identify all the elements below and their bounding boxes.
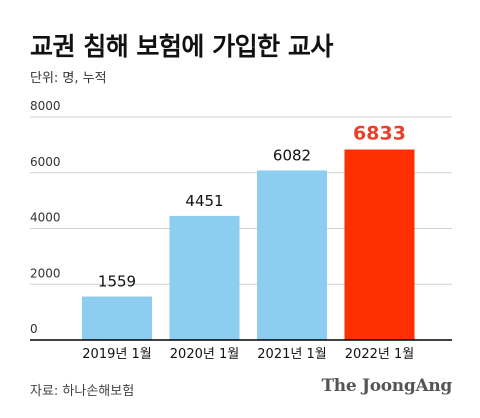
- y-tick-label: 0: [30, 322, 38, 336]
- chart-title: 교권 침해 보험에 가입한 교사: [30, 32, 333, 61]
- bar: [344, 149, 415, 340]
- x-tick-label: 2019년 1월: [82, 347, 151, 362]
- highlight-data-label: 6833: [353, 123, 406, 145]
- y-tick-label: 4000: [30, 211, 61, 225]
- publisher-logo: The JoongAng: [321, 376, 452, 396]
- x-tick-label: 2020년 1월: [170, 347, 239, 362]
- y-tick-label: 2000: [30, 266, 61, 280]
- bar: [257, 170, 327, 340]
- data-label: 1559: [98, 273, 136, 291]
- y-tick-label: 8000: [30, 99, 61, 113]
- bar: [169, 215, 240, 340]
- bar: [82, 296, 152, 340]
- data-label: 4451: [185, 192, 223, 210]
- y-tick-label: 6000: [30, 155, 61, 169]
- data-label: 6082: [273, 146, 311, 164]
- unit-note: 단위: 명, 누적: [30, 71, 107, 86]
- source-note: 자료: 하나손해보험: [30, 384, 135, 399]
- x-tick-label: 2021년 1월: [257, 347, 326, 362]
- x-tick-label: 2022년 1월: [345, 347, 414, 362]
